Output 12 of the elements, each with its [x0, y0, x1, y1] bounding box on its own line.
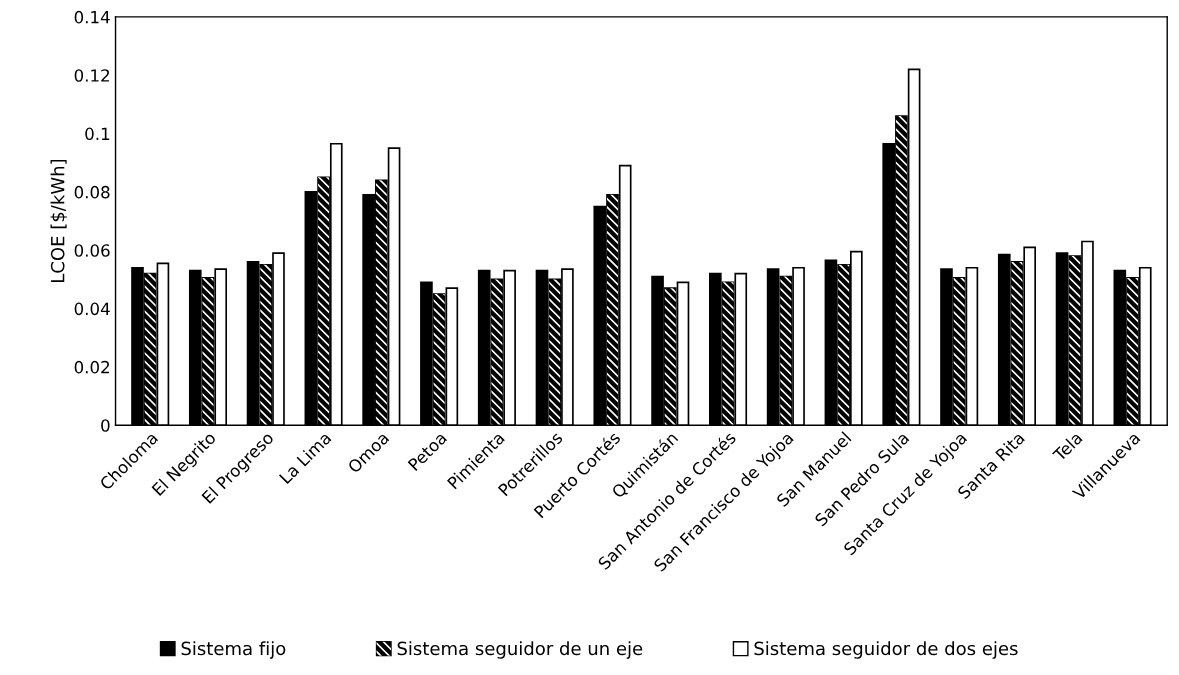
y-tick-label: 0.06	[74, 244, 110, 257]
y-tick-label: 0.04	[74, 302, 110, 316]
legend-label: Sistema fijo	[181, 641, 286, 659]
y-tick-label: 0.14	[74, 10, 110, 24]
y-tick-label: 0.08	[74, 185, 110, 199]
y-tick-label: 0.12	[74, 69, 110, 82]
y-tick-label: 0.02	[74, 360, 110, 374]
y-tick-label: 0	[101, 419, 110, 432]
y-axis-title: LCOE [$/kWh]	[50, 159, 67, 283]
legend-label: Sistema seguidor de un eje	[397, 641, 643, 659]
y-tick-label: 0.1	[85, 127, 110, 141]
legend-label: Sistema seguidor de dos ejes	[754, 641, 1018, 659]
